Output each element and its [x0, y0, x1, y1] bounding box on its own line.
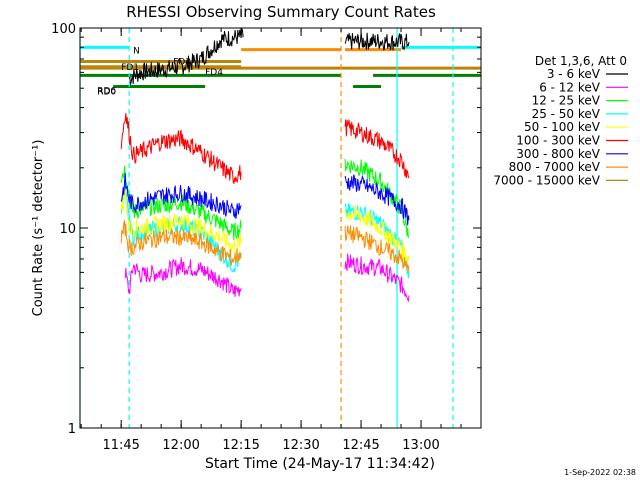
legend-item-label: 50 - 100 keV	[524, 120, 601, 134]
series-line	[344, 158, 410, 239]
series-line	[128, 28, 244, 85]
x-tick-label: 12:00	[162, 438, 199, 453]
plot-frame	[79, 27, 482, 429]
chart-title: RHESSI Observing Summary Count Rates	[126, 3, 436, 21]
flag-label: FD4	[205, 68, 223, 78]
series-line	[120, 173, 242, 219]
legend-item-label: 800 - 7000 keV	[509, 160, 601, 174]
status-flags	[80, 45, 481, 88]
x-tick-label: 12:15	[222, 438, 259, 453]
x-tick-label: 12:45	[342, 438, 379, 453]
x-tick-label: 13:00	[402, 438, 439, 453]
legend-item-label: 300 - 800 keV	[516, 147, 600, 161]
x-tick-label: 11:45	[102, 438, 139, 453]
x-tick-label: 12:30	[282, 438, 319, 453]
legend-item-label: 12 - 25 keV	[532, 94, 601, 108]
x-axis: 11:45 12:00 12:15 12:30 12:45 13:00	[80, 28, 482, 453]
legend-item-label: 6 - 12 keV	[539, 80, 601, 94]
series-line	[120, 187, 242, 254]
y-tick-label: 100	[51, 22, 76, 37]
series-line	[344, 225, 410, 273]
flag-label: RD0	[97, 87, 116, 97]
flag-label: FD1	[121, 63, 139, 73]
y-axis-label: Count Rate (s⁻¹ detector⁻¹)	[31, 140, 46, 317]
flag-label: RD6	[97, 86, 116, 96]
legend-item-label: 7000 - 15000 keV	[493, 173, 600, 187]
legend-title: Det 1,3,6, Att 0	[535, 54, 627, 68]
legend-item-label: 3 - 6 keV	[547, 67, 601, 81]
y-tick-label: 10	[59, 222, 76, 237]
series-line	[344, 203, 410, 264]
y-tick-label: 1	[68, 422, 76, 437]
series-line	[344, 253, 410, 303]
series-line	[120, 219, 242, 266]
flag-label: N	[133, 46, 140, 56]
series-line	[124, 257, 242, 297]
x-axis-label: Start Time (24-May-17 11:34:42)	[205, 456, 435, 472]
series-lines	[120, 28, 410, 303]
legend-item-label: 100 - 300 keV	[516, 134, 600, 148]
legend-item-label: 25 - 50 keV	[532, 107, 601, 121]
series-line	[344, 119, 410, 179]
y-axis: 1 10 100	[51, 22, 481, 437]
series-line	[120, 113, 242, 184]
series-line	[344, 174, 410, 226]
timestamp: 1-Sep-2022 02:38	[564, 468, 636, 477]
flag-label: FD3	[173, 57, 191, 67]
series-line	[344, 32, 410, 51]
